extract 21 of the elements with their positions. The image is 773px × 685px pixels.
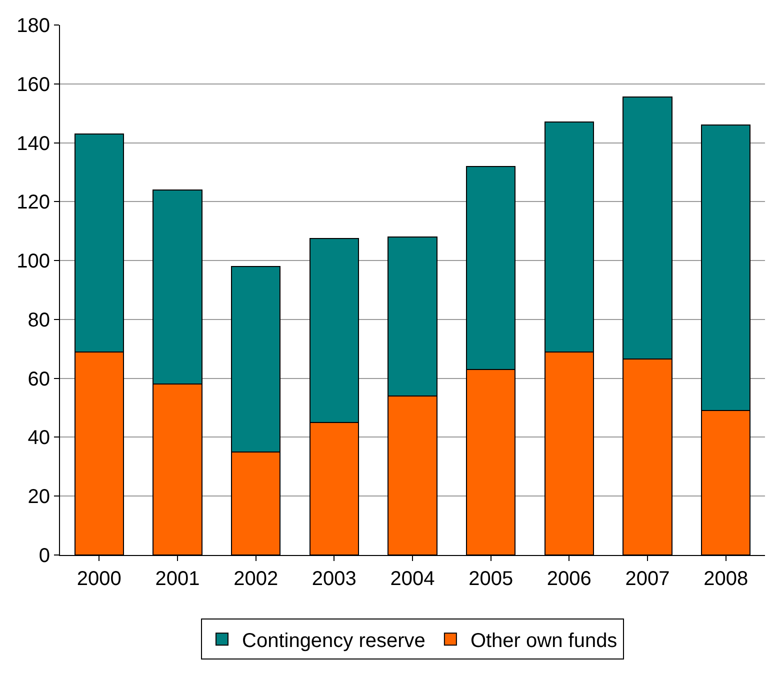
y-tick-label: 140 [16, 132, 50, 155]
x-tick-label: 2005 [468, 568, 514, 590]
y-tick-label: 80 [28, 309, 50, 332]
x-tick-label: 2000 [76, 568, 122, 590]
x-tick-label: 2008 [704, 568, 748, 590]
legend-label: Contingency reserve [242, 630, 426, 652]
legend-label: Other own funds [470, 630, 618, 652]
x-tick-label: 2002 [234, 568, 278, 590]
x-tick-label: 2003 [312, 568, 356, 590]
y-tick-label: 60 [28, 368, 50, 390]
y-tick-label: 0 [38, 545, 50, 567]
y-tick-label: 100 [16, 250, 50, 273]
x-tick-label: 2006 [546, 568, 592, 590]
x-tick-label: 2001 [155, 568, 200, 590]
y-tick-label: 180 [16, 15, 50, 37]
y-tick-label: 160 [16, 74, 50, 96]
y-tick-label: 120 [16, 192, 50, 214]
x-tick-label: 2007 [625, 568, 670, 590]
x-tick-label: 2004 [390, 568, 435, 590]
y-tick-label: 20 [28, 486, 50, 508]
y-tick-label: 40 [28, 427, 50, 450]
